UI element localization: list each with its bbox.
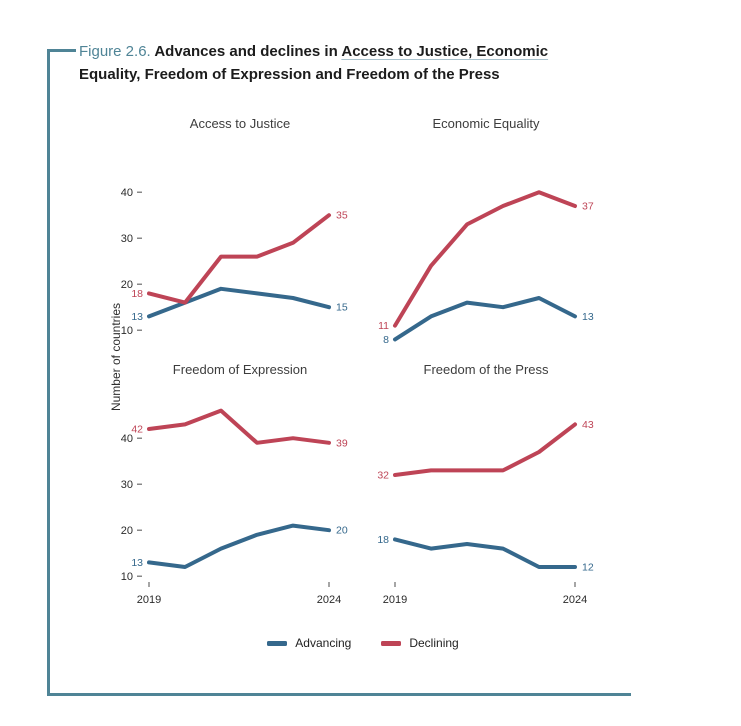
figure-frame-top-arm xyxy=(47,49,76,52)
freedom-of-expression-chart: 10 20 30 40 2019 2024 13 20 42 39 xyxy=(121,408,348,606)
economic-equality-chart: 8 13 11 37 xyxy=(378,190,594,346)
legend-item-declining: Declining xyxy=(381,636,459,650)
figure-frame-bottom-border xyxy=(47,693,631,696)
svg-text:2019: 2019 xyxy=(383,594,407,606)
facet-economic-equality: Economic Equality 8 13 11 37 xyxy=(365,114,617,348)
advancing-line-swatch xyxy=(267,640,288,646)
svg-text:2024: 2024 xyxy=(563,594,587,606)
svg-text:30: 30 xyxy=(121,479,133,491)
svg-text:13: 13 xyxy=(131,311,143,323)
legend-label-advancing: Advancing xyxy=(295,636,352,650)
facet-title: Freedom of Expression xyxy=(172,362,308,377)
legend-item-advancing: Advancing xyxy=(267,636,351,650)
figure-title-underlined: Access to Justice, Economic xyxy=(341,43,549,60)
figure-frame-left-border xyxy=(47,49,50,695)
svg-text:10: 10 xyxy=(121,571,133,583)
facet-title: Access to Justice xyxy=(189,116,291,131)
charts-panel: Number of countries Access to Justice 10… xyxy=(103,114,623,650)
svg-text:32: 32 xyxy=(377,470,389,482)
svg-text:40: 40 xyxy=(121,187,133,199)
svg-text:8: 8 xyxy=(383,334,389,346)
chart-legend: Advancing Declining xyxy=(103,636,623,650)
svg-text:20: 20 xyxy=(336,525,348,537)
facet-grid: Access to Justice 10 20 30 40 13 15 18 35 Econo… xyxy=(103,114,623,610)
access-to-justice-chart: 10 20 30 40 13 15 18 35 xyxy=(121,187,348,337)
svg-text:30: 30 xyxy=(121,233,133,245)
svg-text:11: 11 xyxy=(378,320,389,332)
svg-text:18: 18 xyxy=(377,534,389,546)
svg-text:40: 40 xyxy=(121,433,133,445)
declining-line-swatch xyxy=(381,640,402,646)
facet-access-to-justice: Access to Justice 10 20 30 40 13 15 18 35 xyxy=(103,114,355,348)
figure-number-label: Figure 2.6. xyxy=(79,43,151,60)
svg-text:20: 20 xyxy=(121,525,133,537)
legend-label-declining: Declining xyxy=(409,636,459,650)
svg-text:2019: 2019 xyxy=(137,594,161,606)
freedom-of-the-press-chart: 2019 2024 18 12 32 43 xyxy=(377,419,594,606)
figure-title: Figure 2.6. Advances and declines in Acc… xyxy=(79,40,591,87)
figure-title-prefix: Advances and declines in xyxy=(154,43,342,60)
svg-text:35: 35 xyxy=(336,210,348,222)
svg-text:2024: 2024 xyxy=(317,594,341,606)
facet-title: Economic Equality xyxy=(432,116,540,131)
svg-text:10: 10 xyxy=(121,325,133,337)
svg-text:13: 13 xyxy=(582,311,594,323)
facet-title: Freedom of the Press xyxy=(423,362,549,377)
y-axis-label: Number of countries xyxy=(109,302,123,412)
svg-text:37: 37 xyxy=(582,201,594,213)
svg-text:13: 13 xyxy=(131,557,143,569)
svg-text:43: 43 xyxy=(582,419,594,431)
svg-text:39: 39 xyxy=(336,437,348,449)
figure-title-suffix: Equality, Freedom of Expression and Free… xyxy=(79,66,500,84)
facet-freedom-of-expression: Freedom of Expression 10 20 30 40 2019 2024 13… xyxy=(103,360,355,610)
facet-freedom-of-the-press: Freedom of the Press 2019 2024 18 12 32 43 xyxy=(365,360,617,610)
svg-text:18: 18 xyxy=(131,288,143,300)
svg-text:12: 12 xyxy=(582,562,594,574)
svg-text:15: 15 xyxy=(336,302,348,314)
svg-text:20: 20 xyxy=(121,279,133,291)
svg-text:42: 42 xyxy=(131,424,143,436)
